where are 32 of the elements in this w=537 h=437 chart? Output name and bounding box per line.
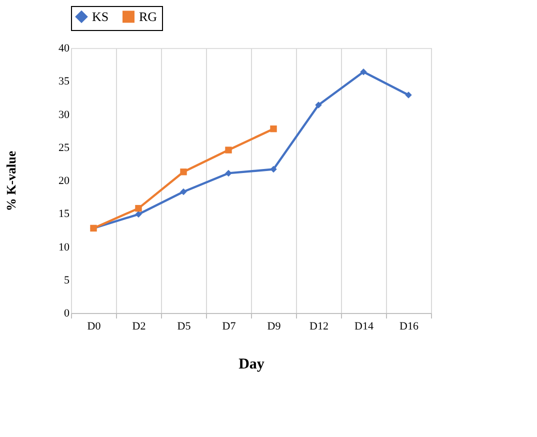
y-tick-label: 30 [58,108,70,121]
point [180,168,187,176]
point [180,188,187,196]
y-tick-label: 10 [58,241,70,254]
y-tick-label: 0 [64,308,70,320]
legend-label: KS [92,8,109,24]
y-tick-label: 5 [64,274,70,286]
y-axis-title: % K-value [4,150,18,212]
x-tick-label: D0 [87,320,102,332]
x-tick-label: D9 [267,320,282,332]
y-tick-label: 35 [58,76,70,88]
y-tick-label: 20 [58,175,70,187]
point [225,146,232,154]
point [315,102,322,108]
point [135,204,142,212]
x-tick-label: D7 [222,320,236,332]
point [405,92,412,98]
point [135,210,142,218]
x-tick-label: D5 [177,320,192,332]
x-tick-label: D12 [310,320,328,332]
x-tick-label: D2 [132,320,146,332]
point [360,68,367,76]
y-tick-label: 15 [58,208,70,220]
point [225,170,232,177]
y-tick-label: 25 [58,142,70,154]
y-tick-label: 40 [58,42,70,54]
legend-label: RG [139,8,158,24]
point [270,125,277,132]
x-tick-label: D14 [354,320,374,332]
x-tick-label: D16 [400,320,419,332]
point [270,166,277,173]
x-axis-title: Day [238,356,265,372]
